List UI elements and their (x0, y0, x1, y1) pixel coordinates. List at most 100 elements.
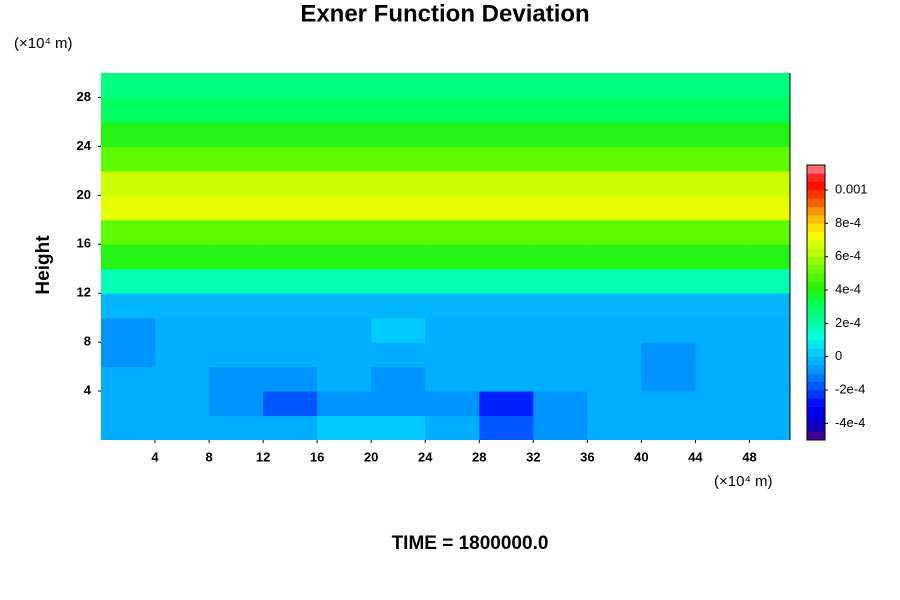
contour-cell (587, 195, 642, 221)
contour-cell (209, 170, 264, 196)
contour-cell (749, 415, 790, 440)
contour-cell (479, 73, 534, 98)
contour-cell (587, 293, 642, 319)
contour-cell (587, 97, 642, 123)
colorbar-segment (807, 340, 825, 349)
contour-cell (695, 293, 750, 319)
contour-cell (263, 293, 318, 319)
x-tick-label: 44 (688, 449, 703, 464)
contour-cell (587, 219, 642, 245)
colorbar-segment (807, 415, 825, 424)
contour-cell (587, 121, 642, 147)
contour-cell (263, 342, 318, 368)
contour-cell (641, 219, 696, 245)
contour-cell (749, 244, 790, 270)
contour-cell (533, 73, 588, 98)
x-unit: (×10⁴ m) (714, 473, 773, 490)
contour-cell (695, 97, 750, 123)
contour-cell (371, 170, 426, 196)
contour-cell (749, 219, 790, 245)
contour-cell (641, 97, 696, 123)
contour-cell (371, 195, 426, 221)
contour-cell (695, 342, 750, 368)
x-tick-label: 4 (151, 449, 159, 464)
colorbar-tick-label: 0.001 (835, 181, 868, 196)
contour-cell (371, 268, 426, 294)
x-tick-label: 48 (742, 449, 756, 464)
contour-cell (533, 219, 588, 245)
contour-cell (641, 121, 696, 147)
contour-cell (155, 244, 210, 270)
x-tick-label: 12 (256, 449, 270, 464)
colorbar-segment (807, 281, 825, 291)
contour-cell (155, 342, 210, 368)
contour-cell (155, 391, 210, 417)
contour-cell (749, 73, 790, 98)
contour-cell (695, 391, 750, 417)
contour-cell (533, 97, 588, 123)
contour-cell (641, 170, 696, 196)
y-tick-label: 20 (77, 187, 91, 202)
contour-cell (317, 415, 372, 440)
contour-cell (587, 244, 642, 270)
colorbar-segment (807, 348, 825, 357)
contour-cell (371, 244, 426, 270)
contour-cell (641, 317, 696, 343)
contour-cell (263, 195, 318, 221)
contour-cell (479, 268, 534, 294)
contour-cell (371, 219, 426, 245)
contour-cell (425, 97, 480, 123)
contour-cell (209, 415, 264, 440)
contour-cell (209, 268, 264, 294)
contour-cell (425, 366, 480, 392)
colorbar-segment (807, 165, 825, 174)
x-tick-label: 16 (310, 449, 324, 464)
contour-cell (749, 146, 790, 172)
contour-cell (371, 342, 426, 368)
contour-cell (587, 73, 642, 98)
contour-cell (587, 170, 642, 196)
contour-cell (101, 293, 156, 319)
contour-cell (263, 219, 318, 245)
colorbar-segment (807, 373, 825, 382)
contour-cell (641, 342, 696, 368)
contour-cell (641, 391, 696, 417)
colorbar-segment (807, 423, 825, 432)
colorbar-tick-label: 4e-4 (835, 281, 861, 296)
contour-cell (263, 244, 318, 270)
colorbar-tick-label: -4e-4 (835, 415, 865, 430)
contour-cell (425, 219, 480, 245)
colorbar-segment (807, 356, 825, 366)
contour-cell (479, 293, 534, 319)
contour-cell (533, 342, 588, 368)
colorbar-border (806, 164, 826, 441)
contour-cell (641, 244, 696, 270)
chart-title: Exner Function Deviation (300, 0, 589, 27)
contour-cell (749, 293, 790, 319)
colorbar-segment (807, 181, 825, 191)
contour-cell (587, 268, 642, 294)
contour-cell (749, 317, 790, 343)
contour-cell (209, 366, 264, 392)
x-tick-label: 28 (472, 449, 486, 464)
contour-cell (101, 268, 156, 294)
y-tick-label: 28 (77, 89, 91, 104)
contour-cell (263, 317, 318, 343)
x-tick-label: 8 (205, 449, 212, 464)
contour-cell (425, 146, 480, 172)
contour-cell (101, 195, 156, 221)
contour-cell (587, 366, 642, 392)
contour-cell (101, 366, 156, 392)
colorbar-segment (807, 390, 825, 399)
contour-cell (317, 244, 372, 270)
contour-cell (317, 219, 372, 245)
contour-cell (317, 366, 372, 392)
contour-cell (479, 342, 534, 368)
colorbar-tick-label: 6e-4 (835, 248, 861, 263)
contour-cell (101, 317, 156, 343)
colorbar-segment (807, 206, 825, 216)
contour-cell (155, 366, 210, 392)
colorbar-segment (807, 315, 825, 324)
contour-cell (749, 121, 790, 147)
contour-cell (479, 317, 534, 343)
